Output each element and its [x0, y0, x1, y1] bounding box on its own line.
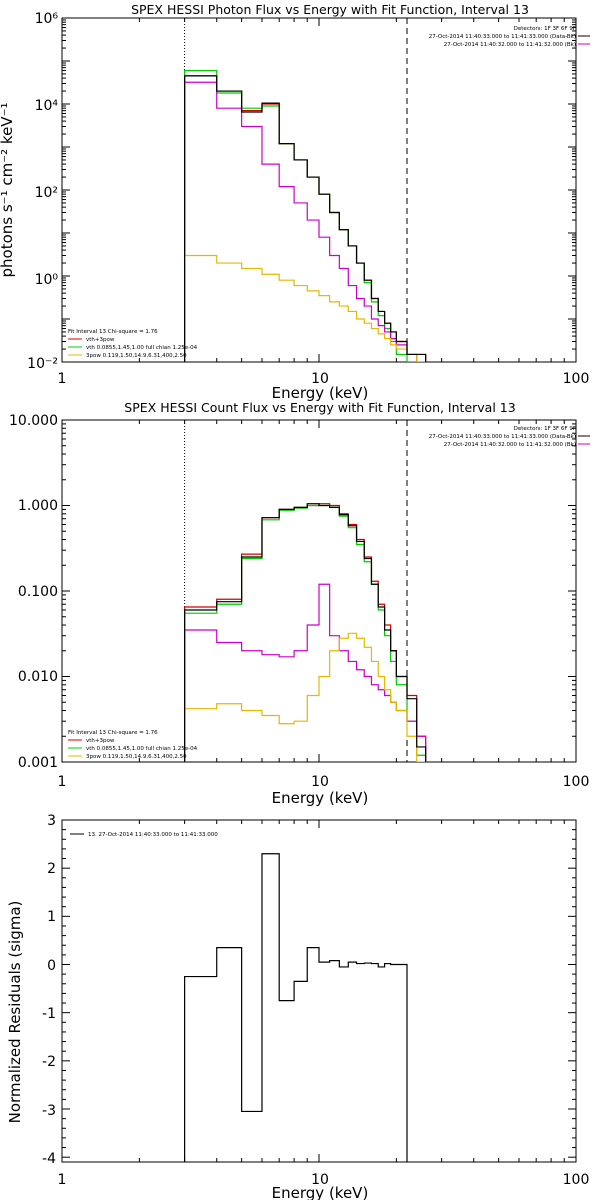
y-tick-label: 10.000 [9, 413, 58, 429]
x-tick-label: 1 [58, 1172, 67, 1188]
legend-detectors: Detectors: 1F 3F 6F 9F [514, 426, 576, 432]
y-tick-label: 10⁰ [35, 272, 59, 288]
x-axis-label: Energy (keV) [272, 789, 369, 807]
residuals-panel: Energy (keV) Normalized Residuals (sigma… [6, 813, 589, 1200]
series-step-line [184, 254, 427, 362]
x-tick-label: 100 [563, 1172, 590, 1188]
x-tick-label: 10 [311, 371, 329, 387]
series-step-line [184, 69, 418, 362]
series-step-line [184, 75, 427, 362]
x-tick-label: 100 [563, 774, 590, 790]
y-tick-label: -2 [42, 1054, 56, 1070]
legend-bk: 27-Oct-2014 11:40:32.000 to 11:41:32.000… [444, 42, 576, 48]
y-tick-label: 1.000 [18, 498, 58, 514]
y-tick-label: 0.001 [18, 755, 58, 771]
x-tick-label: 1 [58, 371, 67, 387]
legend-interval: 13. 27-Oct-2014 11:40:33.000 to 11:41:33… [88, 832, 218, 838]
y-tick-label: 10⁴ [35, 98, 59, 114]
y-tick-label: 3 [47, 813, 56, 829]
y-tick-label: 1 [47, 909, 56, 925]
x-axis-label: Energy (keV) [272, 1184, 369, 1200]
plot-frame [61, 819, 577, 1163]
series-step-line [184, 632, 427, 762]
series-step-line [184, 503, 427, 762]
y-tick-label: 2 [47, 861, 56, 877]
photon-flux-panel: SPEX HESSI Photon Flux vs Energy with Fi… [0, 2, 590, 402]
y-axis-label: Normalized Residuals (sigma) [6, 901, 24, 1124]
y-tick-label: 0.010 [18, 669, 58, 685]
series-step-line [184, 75, 427, 362]
x-tick-label: 10 [311, 1172, 329, 1188]
x-tick-label: 100 [563, 371, 590, 387]
x-axis-label: Energy (keV) [272, 384, 369, 402]
legend-bk: 27-Oct-2014 11:40:32.000 to 11:41:32.000… [444, 442, 576, 448]
count-flux-panel: SPEX HESSI Count Flux vs Energy with Fit… [9, 400, 590, 807]
y-tick-label: -3 [42, 1103, 56, 1119]
x-tick-label: 10 [311, 774, 329, 790]
series-step-line [184, 853, 408, 1162]
legend-vth: vth 0.0855,1.45,1.00 full chian 1.25e-04 [86, 345, 198, 351]
series-step-line [184, 504, 427, 762]
legend-fit-interval: Fit Interval 13 Chi-square = 1.76 [68, 329, 158, 335]
series-step-line [184, 81, 427, 362]
y-tick-label: 10⁻² [27, 356, 58, 372]
legend-data-bk: 27-Oct-2014 11:40:33.000 to 11:41:33.000… [429, 34, 576, 40]
legend-vth-3pow: vth+3pow [86, 337, 115, 343]
series-step-line [184, 583, 427, 762]
legend-detectors: Detectors: 1F 3F 6F 9F [514, 26, 576, 32]
legend-data-bk: 27-Oct-2014 11:40:33.000 to 11:41:33.000… [429, 434, 576, 440]
y-tick-label: 0.100 [18, 584, 58, 600]
y-axis-label: photons s⁻¹ cm⁻² keV⁻¹ [0, 103, 16, 278]
chart-title: SPEX HESSI Photon Flux vs Energy with Fi… [131, 2, 529, 17]
legend-3pow: 3pow 0.119,1.50,14.9,6.31,400,2.50 [86, 754, 187, 760]
legend-3pow: 3pow 0.119,1.50,14.9,6.31,400,2.50 [86, 353, 187, 359]
legend-fit-interval: Fit Interval 13 Chi-square = 1.76 [68, 730, 158, 736]
y-tick-label: -4 [42, 1151, 56, 1167]
y-tick-label: -1 [42, 1006, 56, 1022]
chart-title: SPEX HESSI Count Flux vs Energy with Fit… [124, 400, 515, 415]
legend-vth: vth 0.0855,1.45,1.00 full chian 1.25e-04 [86, 746, 198, 752]
x-tick-label: 1 [58, 774, 67, 790]
y-tick-label: 0 [47, 958, 56, 974]
y-tick-label: 10⁶ [35, 11, 59, 27]
y-tick-label: 10² [35, 185, 58, 201]
legend-vth-3pow: vth+3pow [86, 738, 115, 744]
